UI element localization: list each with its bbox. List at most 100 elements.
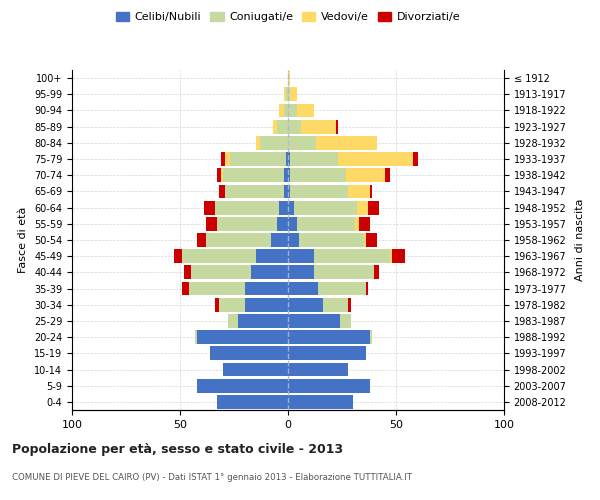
Bar xyxy=(284,168,288,182)
Bar xyxy=(288,314,340,328)
Bar xyxy=(284,184,288,198)
Bar xyxy=(204,200,215,214)
Bar xyxy=(288,71,290,85)
Bar xyxy=(314,266,374,280)
Bar xyxy=(215,200,280,214)
Bar xyxy=(340,314,350,328)
Bar xyxy=(195,330,197,344)
Bar xyxy=(366,233,377,247)
Bar xyxy=(219,298,245,312)
Bar xyxy=(370,330,372,344)
Bar xyxy=(219,184,226,198)
Bar xyxy=(314,250,389,263)
Bar xyxy=(288,379,370,392)
Bar xyxy=(318,282,366,296)
Bar xyxy=(392,250,404,263)
Bar xyxy=(251,266,288,280)
Bar xyxy=(413,152,418,166)
Bar xyxy=(288,88,290,101)
Bar xyxy=(296,217,355,230)
Bar xyxy=(374,266,379,280)
Bar xyxy=(355,217,359,230)
Bar xyxy=(206,217,217,230)
Bar xyxy=(288,152,290,166)
Bar xyxy=(288,120,301,134)
Bar xyxy=(288,233,299,247)
Bar xyxy=(290,184,349,198)
Bar xyxy=(288,250,314,263)
Bar xyxy=(290,168,346,182)
Bar xyxy=(288,346,366,360)
Bar xyxy=(280,104,284,118)
Bar xyxy=(357,200,368,214)
Bar xyxy=(217,395,288,409)
Bar xyxy=(288,298,323,312)
Bar xyxy=(221,152,226,166)
Bar xyxy=(245,298,288,312)
Bar xyxy=(323,298,349,312)
Bar xyxy=(288,217,296,230)
Bar xyxy=(349,298,350,312)
Bar xyxy=(370,184,372,198)
Bar xyxy=(284,88,286,101)
Bar xyxy=(338,152,413,166)
Bar xyxy=(217,168,221,182)
Bar xyxy=(385,168,389,182)
Bar xyxy=(288,395,353,409)
Text: COMUNE DI PIEVE DEL CAIRO (PV) - Dati ISTAT 1° gennaio 2013 - Elaborazione TUTTI: COMUNE DI PIEVE DEL CAIRO (PV) - Dati IS… xyxy=(12,472,412,482)
Bar xyxy=(368,200,379,214)
Bar xyxy=(288,168,290,182)
Bar xyxy=(389,250,392,263)
Bar xyxy=(346,168,385,182)
Bar xyxy=(238,314,288,328)
Bar xyxy=(288,330,370,344)
Text: Popolazione per età, sesso e stato civile - 2013: Popolazione per età, sesso e stato civil… xyxy=(12,442,343,456)
Bar xyxy=(288,266,314,280)
Bar xyxy=(273,120,277,134)
Bar xyxy=(245,282,288,296)
Bar xyxy=(288,362,349,376)
Bar xyxy=(295,200,357,214)
Bar xyxy=(197,379,288,392)
Bar xyxy=(280,200,288,214)
Bar xyxy=(188,282,245,296)
Bar xyxy=(288,282,318,296)
Bar xyxy=(230,152,286,166)
Bar xyxy=(223,362,288,376)
Bar xyxy=(197,233,206,247)
Bar xyxy=(260,136,288,149)
Bar xyxy=(191,266,251,280)
Bar xyxy=(256,250,288,263)
Bar xyxy=(173,250,182,263)
Bar xyxy=(277,217,288,230)
Bar xyxy=(288,200,295,214)
Bar xyxy=(316,136,377,149)
Bar xyxy=(301,120,335,134)
Bar xyxy=(215,298,219,312)
Bar xyxy=(288,184,290,198)
Bar xyxy=(290,88,296,101)
Legend: Celibi/Nubili, Coniugati/e, Vedovi/e, Divorziati/e: Celibi/Nubili, Coniugati/e, Vedovi/e, Di… xyxy=(112,8,464,27)
Bar xyxy=(227,314,238,328)
Bar xyxy=(290,152,338,166)
Bar xyxy=(366,282,368,296)
Bar xyxy=(335,120,338,134)
Bar xyxy=(223,168,284,182)
Bar xyxy=(284,104,288,118)
Bar xyxy=(271,233,288,247)
Bar xyxy=(359,217,370,230)
Bar xyxy=(206,233,271,247)
Bar xyxy=(217,217,277,230)
Bar xyxy=(256,136,260,149)
Bar xyxy=(296,104,314,118)
Bar xyxy=(182,250,256,263)
Bar xyxy=(286,152,288,166)
Bar xyxy=(226,152,230,166)
Bar xyxy=(184,266,191,280)
Bar xyxy=(182,282,188,296)
Bar xyxy=(197,330,288,344)
Y-axis label: Anni di nascita: Anni di nascita xyxy=(575,198,585,281)
Bar xyxy=(288,104,296,118)
Bar xyxy=(221,168,223,182)
Bar xyxy=(364,233,366,247)
